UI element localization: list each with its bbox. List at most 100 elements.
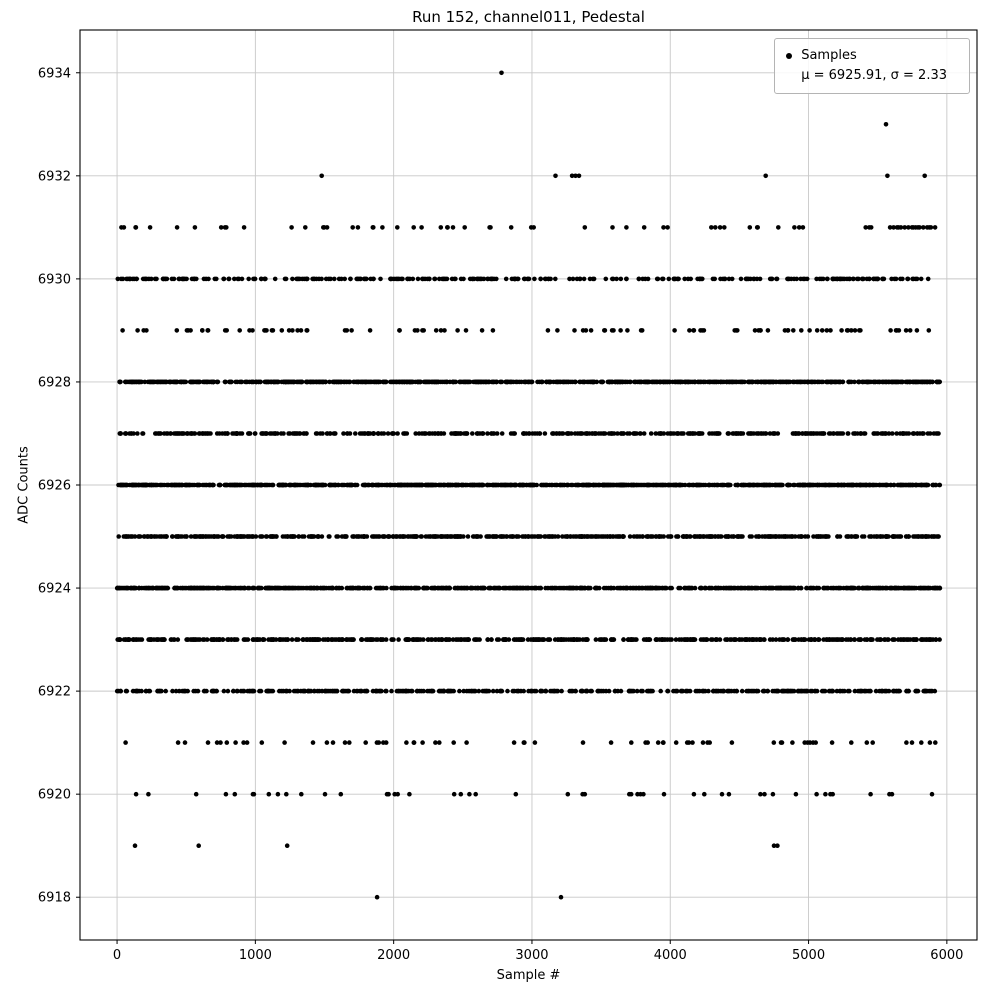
- sample-point: [426, 482, 432, 488]
- sample-point: [146, 791, 151, 797]
- sample-point: [530, 534, 536, 539]
- sample-point: [418, 379, 423, 385]
- sample-point: [852, 637, 857, 642]
- sample-point: [296, 534, 302, 539]
- sample-point: [903, 328, 909, 333]
- sample-point: [864, 740, 870, 745]
- sample-point: [350, 585, 356, 591]
- sample-point: [136, 482, 141, 488]
- sample-point: [127, 431, 132, 436]
- sample-point: [432, 431, 438, 436]
- sample-point: [207, 534, 212, 539]
- sample-point: [639, 328, 645, 333]
- sample-point: [838, 688, 843, 694]
- sample-point: [589, 534, 594, 539]
- sample-point: [124, 534, 129, 539]
- sample-point: [312, 688, 317, 694]
- sample-point: [632, 431, 638, 436]
- sample-point: [305, 482, 311, 488]
- sample-point: [438, 328, 444, 333]
- sample-point: [127, 637, 132, 642]
- sample-point: [936, 534, 941, 539]
- sample-point: [691, 791, 697, 797]
- sample-point: [301, 688, 306, 694]
- sample-point: [745, 585, 751, 591]
- sample-point: [609, 328, 615, 333]
- sample-point: [122, 482, 128, 488]
- sample-point: [747, 379, 753, 385]
- sample-point: [633, 379, 638, 385]
- sample-point: [173, 688, 179, 694]
- sample-point: [790, 534, 795, 539]
- sample-point: [433, 328, 439, 333]
- sample-point: [435, 534, 441, 539]
- sample-point: [644, 688, 650, 694]
- sample-point: [665, 482, 671, 488]
- sample-point: [316, 534, 321, 539]
- sample-point: [898, 534, 904, 539]
- sample-point: [162, 431, 167, 436]
- sample-point: [532, 740, 538, 745]
- sample-point: [603, 276, 609, 282]
- sample-point: [149, 637, 154, 642]
- sample-point: [398, 585, 403, 591]
- sample-point: [785, 688, 791, 694]
- sample-point: [597, 688, 602, 694]
- sample-point: [245, 688, 250, 694]
- sample-point: [726, 688, 731, 694]
- sample-point: [644, 534, 649, 539]
- sample-point: [259, 740, 265, 745]
- sample-point: [674, 688, 680, 694]
- sample-point: [676, 379, 681, 385]
- sample-point: [716, 585, 721, 591]
- sample-point: [116, 688, 121, 694]
- sample-point: [629, 637, 635, 642]
- sample-point: [389, 688, 394, 694]
- sample-point: [773, 482, 778, 488]
- sample-point: [319, 534, 325, 539]
- sample-point: [341, 431, 346, 436]
- sample-point: [150, 585, 155, 591]
- sample-point: [451, 688, 457, 694]
- sample-point: [701, 482, 706, 488]
- sample-point: [906, 534, 912, 539]
- sample-point: [316, 637, 321, 642]
- sample-point: [860, 379, 865, 385]
- sample-point: [652, 379, 657, 385]
- sample-point: [636, 482, 642, 488]
- sample-point: [724, 637, 730, 642]
- sample-point: [338, 379, 344, 385]
- sample-point: [327, 482, 332, 488]
- sample-point: [791, 637, 796, 642]
- sample-point: [230, 482, 236, 488]
- sample-point: [736, 637, 742, 642]
- sample-point: [600, 482, 606, 488]
- sample-point: [486, 585, 492, 591]
- sample-point: [534, 482, 539, 488]
- sample-point: [559, 688, 564, 694]
- sample-point: [435, 585, 441, 591]
- sample-point: [371, 534, 376, 539]
- sample-point: [175, 637, 181, 642]
- sample-point: [477, 637, 482, 642]
- sample-point: [731, 534, 736, 539]
- sample-point: [451, 740, 457, 745]
- sample-point: [425, 688, 430, 694]
- sample-point: [728, 585, 733, 591]
- sample-point: [412, 328, 418, 333]
- sample-point: [154, 431, 159, 436]
- sample-point: [215, 585, 221, 591]
- sample-point: [811, 534, 816, 539]
- sample-point: [174, 482, 179, 488]
- sample-point: [191, 688, 196, 694]
- sample-point: [894, 328, 900, 333]
- sample-point: [339, 534, 345, 539]
- sample-point: [421, 431, 427, 436]
- sample-point: [784, 585, 789, 591]
- sample-point: [926, 328, 932, 333]
- sample-point: [710, 482, 715, 488]
- sample-point: [641, 431, 647, 436]
- sample-point: [937, 482, 943, 488]
- sample-point: [634, 688, 640, 694]
- sample-point: [471, 534, 477, 539]
